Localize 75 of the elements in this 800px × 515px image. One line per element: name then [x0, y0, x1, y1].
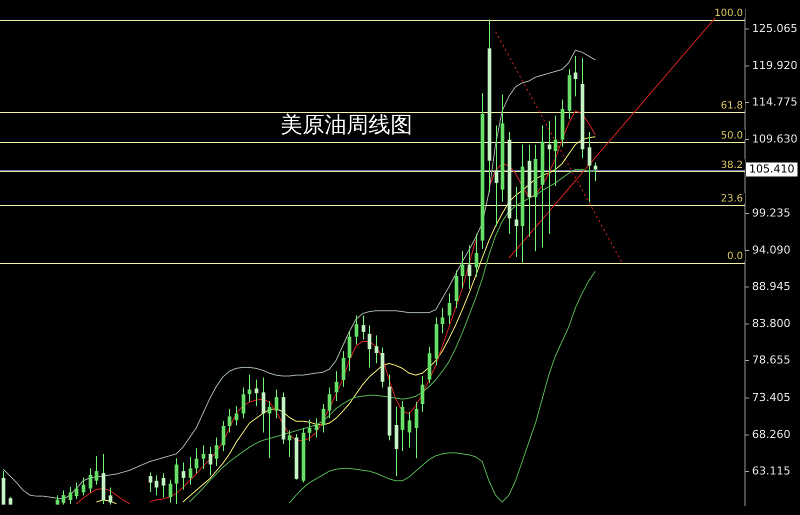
candlestick [174, 458, 178, 504]
annotation: 50.0 [720, 130, 743, 142]
candlestick [474, 233, 478, 278]
candlestick [334, 370, 338, 402]
y-tick-label: 78.655 [752, 354, 790, 367]
candlestick [168, 479, 172, 504]
candlestick [274, 389, 278, 419]
candlestick [420, 376, 424, 412]
annotation: 38.2 [720, 160, 743, 172]
candlestick [188, 456, 192, 486]
candlestick [148, 472, 152, 492]
candlestick [440, 308, 444, 334]
annotation: 0.0 [727, 251, 743, 262]
candlestick [362, 315, 366, 340]
candlestick [88, 468, 92, 494]
candlestick [268, 400, 272, 459]
y-tick-label: 125.065 [752, 22, 798, 35]
candlestick [408, 411, 412, 448]
candlestick [242, 387, 246, 419]
candlestick [342, 350, 346, 388]
y-tick-label: 119.920 [752, 58, 798, 72]
candlestick [62, 490, 66, 506]
y-tick-label: 114.775 [752, 96, 798, 109]
y-tick-label: 83.800 [752, 316, 790, 330]
candlestick [460, 250, 464, 289]
y-tick-label: 73.405 [752, 391, 790, 404]
candlestick [468, 244, 472, 290]
candlestick [322, 403, 326, 434]
candlestick [214, 437, 218, 467]
y-tick-label: 109.630 [752, 132, 798, 146]
candlestick [182, 462, 186, 490]
candlestick [328, 387, 332, 419]
candlestick [594, 162, 598, 182]
candlestick [208, 446, 212, 476]
candlestick [108, 487, 112, 506]
candlestick [574, 56, 578, 97]
candlestick [262, 377, 266, 434]
candlestick [494, 124, 498, 227]
candlestick [288, 430, 292, 458]
candlestick [448, 292, 452, 324]
y-tick-label: 99.235 [752, 206, 790, 220]
annotation: 23.6 [720, 194, 743, 205]
candlestick [162, 472, 166, 498]
candlestick [314, 418, 318, 438]
candlestick [68, 486, 72, 504]
candlestick [348, 330, 352, 372]
candlestick [254, 379, 258, 407]
annotation: 100.0 [714, 8, 743, 20]
candlestick [354, 314, 358, 346]
text: 美原油周线图 [280, 112, 412, 137]
annotation: 61.8 [720, 100, 743, 112]
candlestick [548, 120, 552, 234]
candlestick [154, 474, 158, 496]
candlestick [74, 482, 78, 500]
candlestick [308, 419, 312, 442]
candlestick [248, 374, 252, 402]
candlestick [400, 400, 404, 452]
candlestick [194, 448, 198, 474]
y-tick-label: 63.115 [752, 464, 790, 478]
candlestick [374, 334, 378, 364]
y-tick-label: 94.090 [752, 243, 790, 256]
candlestick [234, 406, 238, 426]
candlestick [94, 456, 98, 486]
candlestick [228, 408, 232, 434]
candlestick [554, 115, 558, 187]
candlestick [368, 324, 372, 368]
candlestick [202, 444, 206, 470]
candlestick [222, 420, 226, 452]
ref-line-label: 105.410 [749, 162, 794, 176]
y-tick-label: 88.945 [752, 280, 790, 294]
candlestick [514, 186, 518, 258]
y-tick-label: 68.260 [752, 428, 790, 441]
candlestick [414, 401, 418, 459]
candlestick [588, 131, 592, 203]
candlestick [82, 477, 86, 496]
